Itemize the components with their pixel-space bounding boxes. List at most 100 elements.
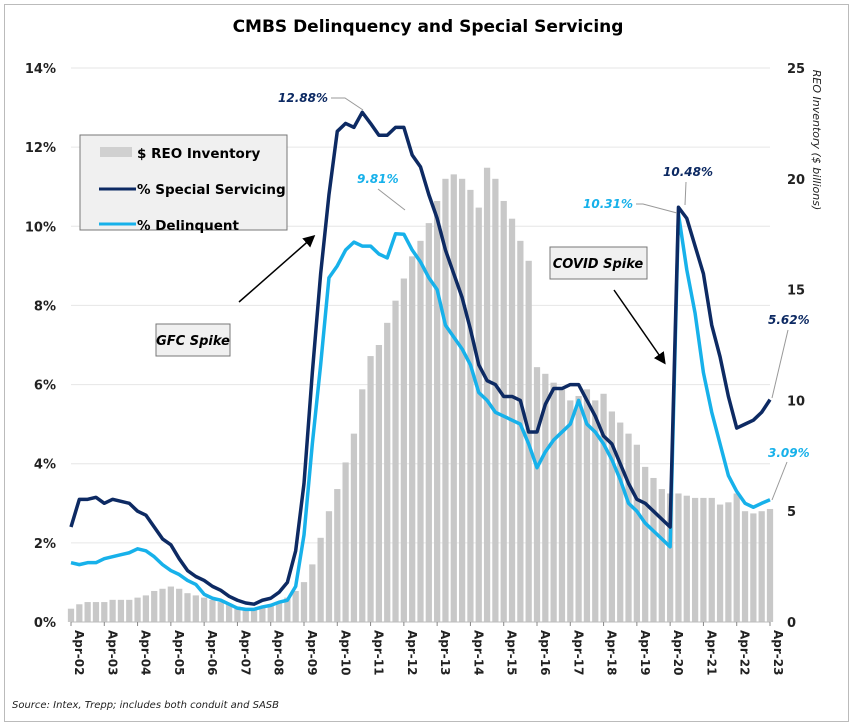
reo-bar — [608, 411, 616, 622]
reo-bar — [151, 590, 158, 622]
legend-reo-swatch — [100, 147, 132, 157]
reo-bar — [600, 393, 607, 622]
chart-frame — [4, 4, 849, 722]
reo-bar — [259, 606, 266, 622]
y-right-tick: 25 — [787, 62, 805, 77]
reo-bar — [275, 602, 283, 622]
legend: $ REO Inventory % Special Servicing % De… — [79, 134, 288, 234]
covid-annotation: COVID Spike — [549, 246, 666, 365]
reo-bar — [716, 504, 724, 622]
x-tick-label: Apr-05 — [172, 630, 186, 675]
reo-bar — [725, 502, 732, 622]
reo-bar — [350, 433, 358, 622]
reo-bar — [250, 608, 258, 622]
reo-bar — [750, 513, 757, 622]
reo-bar — [284, 597, 291, 622]
reo-bar — [209, 599, 216, 622]
y-left-tick: 6% — [34, 379, 56, 394]
reo-bar — [450, 174, 457, 623]
data-labels: 12.88% 9.81% 10.48% 10.31% 5.62% 3.09% — [278, 91, 810, 501]
reo-bar — [242, 608, 249, 622]
reo-bar — [617, 422, 624, 622]
reo-bar — [758, 511, 765, 622]
special-servicing-line — [69, 110, 772, 606]
delinquent-line — [70, 212, 771, 612]
y-right-tick: 5 — [787, 505, 796, 520]
reo-bar — [533, 367, 541, 622]
x-tick-label: Apr-19 — [638, 630, 652, 675]
reo-bar — [134, 597, 141, 622]
reo-bar — [575, 395, 582, 622]
label-dq-latest: 3.09% — [768, 446, 810, 460]
gfc-label: GFC Spike — [156, 334, 230, 349]
reo-bar — [225, 604, 233, 622]
x-tick-label: Apr-18 — [605, 630, 619, 675]
reo-bar — [159, 588, 166, 622]
x-tick-label: Apr-07 — [238, 630, 252, 675]
reo-bar — [101, 602, 108, 622]
reo-bar — [201, 597, 208, 622]
x-tick-label: Apr-17 — [571, 630, 585, 675]
reo-bar — [325, 511, 333, 622]
reo-bar — [642, 466, 649, 622]
y-left-tick: 8% — [34, 299, 56, 314]
x-tick-label: Apr-06 — [205, 630, 219, 675]
reo-bars — [67, 167, 774, 623]
reo-bar — [475, 207, 482, 622]
x-tick-label: Apr-20 — [671, 630, 685, 675]
y-left-tick: 0% — [34, 616, 56, 631]
x-tick-label: Apr-09 — [305, 630, 319, 675]
legend-reo: $ REO Inventory — [137, 146, 260, 162]
reo-bar — [217, 602, 224, 622]
reo-bar — [309, 564, 316, 622]
reo-bar — [658, 489, 665, 622]
right-axis-label: REO Inventory ($ billions) — [810, 70, 823, 211]
reo-bar — [708, 497, 715, 622]
reo-bar — [650, 477, 657, 622]
y-left-tick: 10% — [25, 220, 56, 235]
reo-bar — [567, 400, 574, 622]
x-tick-label: Apr-10 — [338, 630, 352, 675]
y-left-tick: 2% — [34, 537, 56, 552]
source-note: Source: Intex, Trepp; includes both cond… — [12, 700, 279, 711]
x-tick-label: Apr-23 — [771, 630, 785, 675]
x-tick-label: Apr-14 — [471, 630, 485, 675]
x-tick-label: Apr-16 — [538, 630, 552, 675]
reo-bar — [359, 389, 366, 622]
reo-bar — [67, 608, 75, 622]
reo-bar — [483, 167, 491, 622]
reo-bar — [76, 604, 83, 622]
x-tick-label: Apr-13 — [438, 630, 452, 675]
reo-bar — [375, 345, 383, 622]
reo-bar — [434, 200, 441, 622]
reo-bar — [542, 373, 549, 622]
reo-bar — [109, 599, 116, 622]
reo-bar — [400, 278, 407, 622]
reo-bar — [192, 595, 199, 622]
reo-bar — [683, 495, 690, 622]
reo-bar — [176, 588, 183, 622]
label-dq-covid: 10.31% — [583, 197, 633, 211]
label-ss-latest: 5.62% — [768, 313, 810, 327]
x-tick-label: Apr-04 — [139, 630, 153, 675]
reo-bar — [592, 400, 599, 622]
x-tick-label: Apr-15 — [505, 630, 519, 675]
reo-bar — [691, 497, 699, 622]
reo-bar — [184, 593, 191, 622]
reo-bar — [492, 178, 499, 623]
reo-bar — [367, 356, 374, 622]
reo-bar — [517, 240, 524, 622]
reo-bar — [458, 178, 466, 623]
x-tick-label: Apr-21 — [704, 630, 718, 675]
x-tick-label: Apr-22 — [738, 630, 752, 675]
reo-bar — [442, 178, 449, 623]
y-right-tick: 10 — [787, 394, 805, 409]
x-tick-label: Apr-03 — [105, 630, 119, 675]
y-left-tick: 12% — [25, 141, 56, 156]
reo-bar — [317, 537, 324, 622]
reo-bar — [417, 240, 424, 622]
y-right-tick: 15 — [787, 284, 805, 299]
reo-bar — [425, 223, 432, 622]
